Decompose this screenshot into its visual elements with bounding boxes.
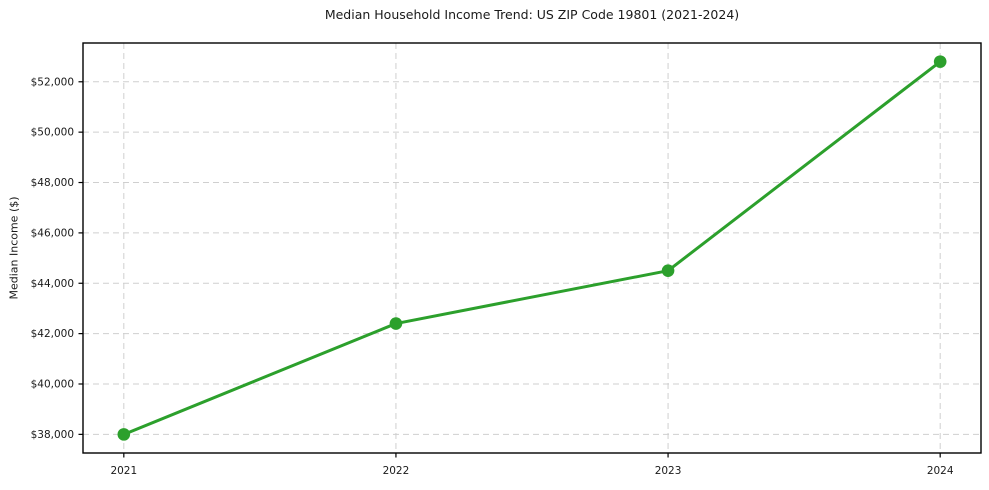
chart-title: Median Household Income Trend: US ZIP Co… — [324, 7, 740, 22]
plot-frame — [82, 42, 982, 454]
data-point — [661, 264, 675, 277]
y-tick-label: $44,000 — [31, 278, 74, 290]
x-tick-label: 2022 — [383, 465, 410, 477]
x-tick-label: 2023 — [655, 465, 682, 477]
data-point — [933, 55, 947, 68]
y-tick-label: $42,000 — [31, 328, 74, 340]
y-tick-label: $48,000 — [31, 177, 74, 189]
y-tick-label: $46,000 — [31, 227, 74, 239]
y-tick-label: $40,000 — [31, 378, 74, 390]
data-point — [117, 428, 131, 441]
y-tick-label: $50,000 — [31, 127, 74, 139]
y-tick-label: $38,000 — [31, 429, 74, 441]
data-point — [389, 317, 403, 330]
trend-line — [122, 60, 942, 436]
x-tick-label: 2021 — [110, 465, 137, 477]
x-tick-label: 2024 — [927, 465, 954, 477]
y-tick-label: $52,000 — [31, 76, 74, 88]
